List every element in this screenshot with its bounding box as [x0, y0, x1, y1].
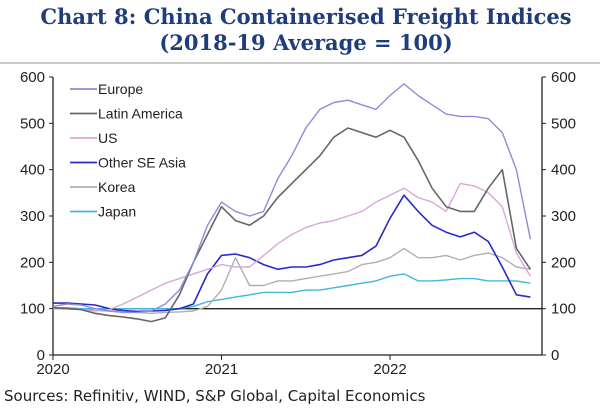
y-tick-label-right: 600	[551, 69, 576, 86]
y-tick-label-right: 500	[551, 115, 576, 132]
y-tick-label-right: 0	[551, 347, 559, 364]
source-note: Sources: Refinitiv, WIND, S&P Global, Ca…	[4, 387, 426, 405]
series-line-other-se-asia	[53, 194, 531, 313]
y-tick-label-left: 0	[37, 347, 45, 364]
x-tick-label: 2020	[36, 361, 69, 378]
legend-label-japan: Japan	[98, 204, 136, 220]
legend-label-europe: Europe	[98, 81, 143, 97]
y-tick-label-left: 600	[20, 69, 45, 86]
y-tick-label-left: 300	[20, 208, 45, 225]
legend-label-latin-america: Latin America	[98, 106, 183, 122]
x-tick-label: 2021	[205, 361, 238, 378]
legend-label-us: US	[98, 130, 117, 146]
y-tick-label-left: 400	[20, 162, 45, 179]
y-tick-label-right: 100	[551, 301, 576, 318]
y-tick-label-right: 400	[551, 162, 576, 179]
series-line-latin-america	[52, 127, 532, 323]
legend-label-korea: Korea	[98, 179, 136, 195]
y-tick-label-left: 200	[20, 254, 45, 271]
x-tick-label: 2022	[373, 361, 406, 378]
legend-label-other-se-asia: Other SE Asia	[98, 155, 186, 171]
y-tick-label-right: 200	[551, 254, 576, 271]
title-divider	[0, 62, 600, 64]
chart-title: Chart 8: China Containerised Freight Ind…	[40, 4, 572, 29]
chart-subtitle: (2018-19 Average = 100)	[159, 30, 453, 55]
series-line-japan	[53, 273, 531, 310]
y-tick-label-left: 500	[20, 115, 45, 132]
y-tick-label-right: 300	[551, 208, 576, 225]
series-line-europe	[52, 83, 532, 314]
series-line-us	[53, 182, 531, 312]
y-tick-label-left: 100	[20, 301, 45, 318]
